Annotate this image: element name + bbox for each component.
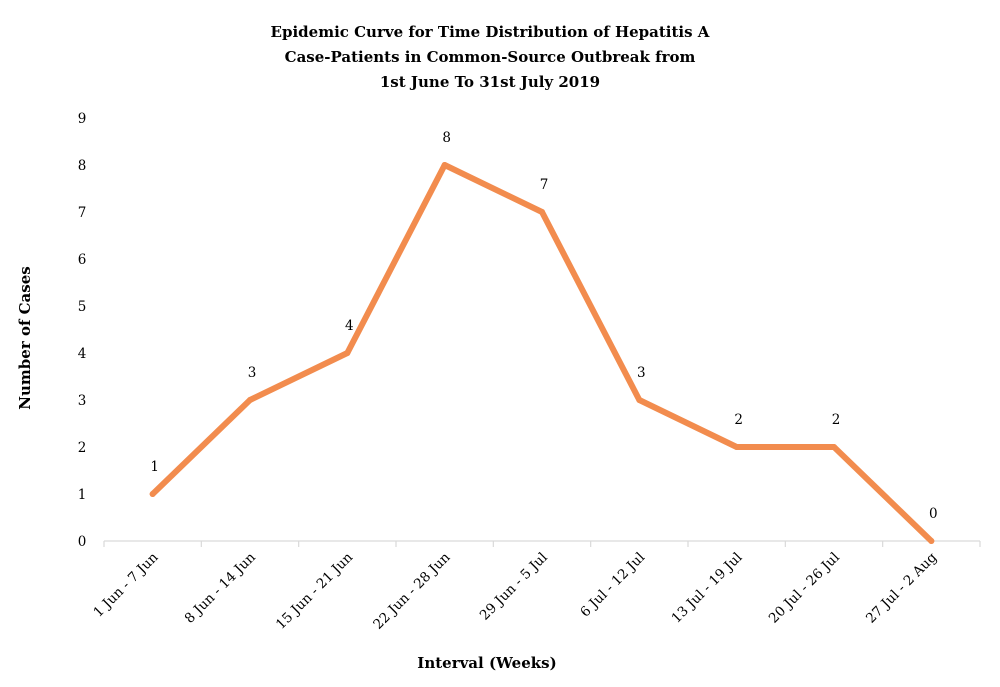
data-point: [441, 162, 448, 168]
y-tick-label: 8: [78, 158, 87, 174]
y-tick-labels: 0 1 2 3 4 5 6 7 8 9: [78, 111, 87, 550]
data-point: [247, 397, 253, 403]
data-point: [928, 538, 935, 544]
x-tick-label: 1 Jun - 7 Jun: [90, 549, 161, 620]
x-tick-label: 13 Jul - 19 Jul: [668, 550, 745, 627]
data-label: 3: [637, 365, 646, 381]
x-axis-title: Interval (Weeks): [417, 654, 556, 672]
data-labels: 1 3 4 8 7 3 2 2 0: [150, 130, 937, 522]
series-line-group: [149, 162, 935, 544]
chart-title-line-3: 1st June To 31st July 2019: [380, 73, 600, 91]
data-label: 7: [540, 177, 549, 193]
data-point: [149, 491, 156, 497]
y-tick-label: 1: [78, 487, 87, 503]
chart-title-line-2: Case-Patients in Common-Source Outbreak …: [285, 48, 696, 66]
x-tick-label: 27 Jul - 2 Aug: [863, 549, 940, 626]
data-point: [733, 444, 740, 450]
data-label: 0: [929, 506, 938, 522]
chart-title-line-1: Epidemic Curve for Time Distribution of …: [271, 23, 710, 41]
y-tick-label: 7: [78, 205, 87, 221]
x-tick-label: 15 Jun - 21 Jun: [273, 549, 356, 632]
x-tick-label: 6 Jul - 12 Jul: [577, 550, 648, 621]
data-point: [831, 444, 837, 450]
y-tick-label: 4: [78, 346, 87, 362]
y-tick-label: 9: [78, 111, 87, 127]
y-tick-label: 6: [78, 252, 87, 268]
y-tick-label: 3: [78, 393, 87, 409]
x-tick-labels: 1 Jun - 7 Jun 8 Jun - 14 Jun 15 Jun - 21 J…: [90, 549, 940, 632]
axes: [103, 540, 981, 547]
data-point: [539, 209, 545, 215]
series-line: [149, 162, 935, 544]
data-label: 1: [150, 459, 159, 475]
data-label: 2: [734, 412, 743, 428]
chart-title: Epidemic Curve for Time Distribution of …: [271, 23, 710, 91]
y-axis-title: Number of Cases: [16, 266, 34, 409]
data-label: 8: [442, 130, 451, 146]
x-tick-label: 29 Jun - 5 Jul: [477, 550, 551, 624]
data-label: 2: [832, 412, 841, 428]
x-tick-label: 22 Jun - 28 Jun: [370, 549, 453, 632]
y-tick-label: 5: [78, 299, 87, 315]
data-label: 3: [248, 365, 257, 381]
x-tick-label: 8 Jun - 14 Jun: [182, 549, 259, 626]
y-tick-label: 0: [78, 534, 87, 550]
data-point: [344, 350, 351, 356]
data-point: [636, 397, 643, 403]
y-tick-label: 2: [78, 440, 87, 456]
data-label: 4: [345, 318, 354, 334]
x-tick-label: 20 Jul - 26 Jul: [766, 550, 843, 627]
